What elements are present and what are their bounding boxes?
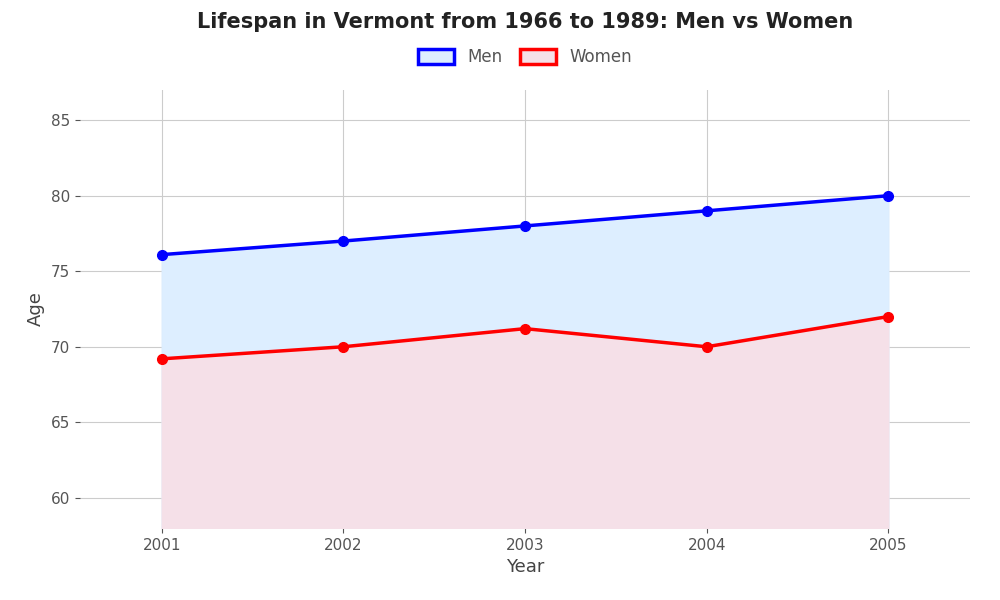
- Legend: Men, Women: Men, Women: [411, 41, 639, 73]
- Title: Lifespan in Vermont from 1966 to 1989: Men vs Women: Lifespan in Vermont from 1966 to 1989: M…: [197, 11, 853, 31]
- X-axis label: Year: Year: [506, 558, 544, 576]
- Y-axis label: Age: Age: [27, 292, 45, 326]
